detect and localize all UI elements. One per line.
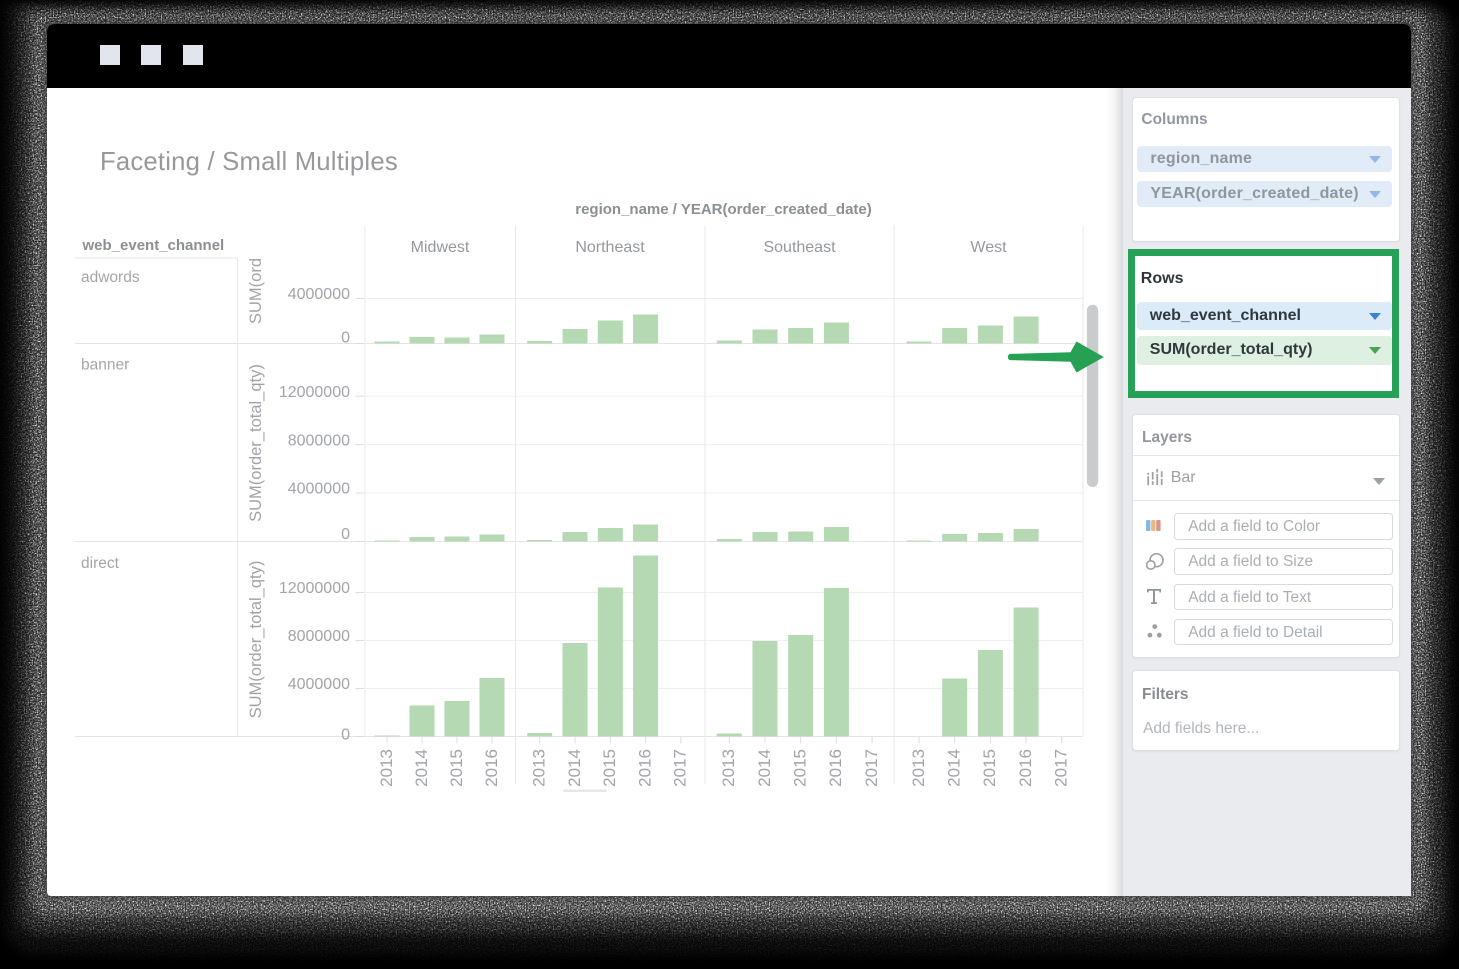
svg-text:2013: 2013	[530, 749, 549, 787]
svg-text:12000000: 12000000	[279, 384, 350, 401]
svg-text:2017: 2017	[862, 749, 881, 787]
svg-text:web_event_channel: web_event_channel	[82, 237, 225, 254]
svg-text:adwords: adwords	[81, 269, 140, 286]
svg-text:region_name / YEAR(order_creat: region_name / YEAR(order_created_date)	[575, 201, 872, 218]
svg-text:8000000: 8000000	[288, 628, 350, 645]
svg-text:2017: 2017	[671, 749, 690, 787]
svg-text:2015: 2015	[980, 749, 999, 787]
svg-text:2014: 2014	[755, 749, 774, 787]
svg-text:2014: 2014	[565, 749, 584, 787]
svg-text:2015: 2015	[447, 749, 466, 787]
svg-text:Southeast: Southeast	[763, 239, 836, 256]
svg-text:2015: 2015	[791, 749, 810, 787]
svg-text:4000000: 4000000	[288, 481, 350, 498]
svg-text:Midwest: Midwest	[411, 239, 470, 256]
svg-text:0: 0	[341, 330, 350, 347]
svg-text:2013: 2013	[909, 749, 928, 787]
svg-text:4000000: 4000000	[288, 286, 350, 303]
svg-text:2016: 2016	[482, 749, 501, 787]
svg-text:SUM(order_total_qty): SUM(order_total_qty)	[247, 561, 265, 719]
svg-text:banner: banner	[81, 357, 129, 374]
svg-text:2015: 2015	[600, 749, 619, 787]
svg-text:8000000: 8000000	[288, 432, 350, 449]
svg-text:0: 0	[341, 526, 350, 543]
svg-text:Northeast: Northeast	[575, 239, 645, 256]
svg-text:2016: 2016	[635, 749, 654, 787]
svg-text:SUM(ord: SUM(ord	[247, 258, 265, 324]
svg-text:4000000: 4000000	[288, 676, 350, 693]
svg-text:2013: 2013	[377, 749, 396, 787]
svg-text:SUM(order_total_qty): SUM(order_total_qty)	[247, 364, 265, 522]
svg-text:2016: 2016	[826, 749, 845, 787]
svg-text:2017: 2017	[1052, 749, 1071, 787]
svg-text:West: West	[970, 239, 1007, 256]
svg-text:direct: direct	[81, 555, 120, 572]
svg-text:12000000: 12000000	[279, 580, 350, 597]
svg-text:0: 0	[341, 726, 350, 743]
svg-text:2014: 2014	[412, 749, 431, 787]
svg-text:2016: 2016	[1016, 749, 1035, 787]
svg-text:2013: 2013	[719, 749, 738, 787]
svg-text:2014: 2014	[945, 749, 964, 787]
